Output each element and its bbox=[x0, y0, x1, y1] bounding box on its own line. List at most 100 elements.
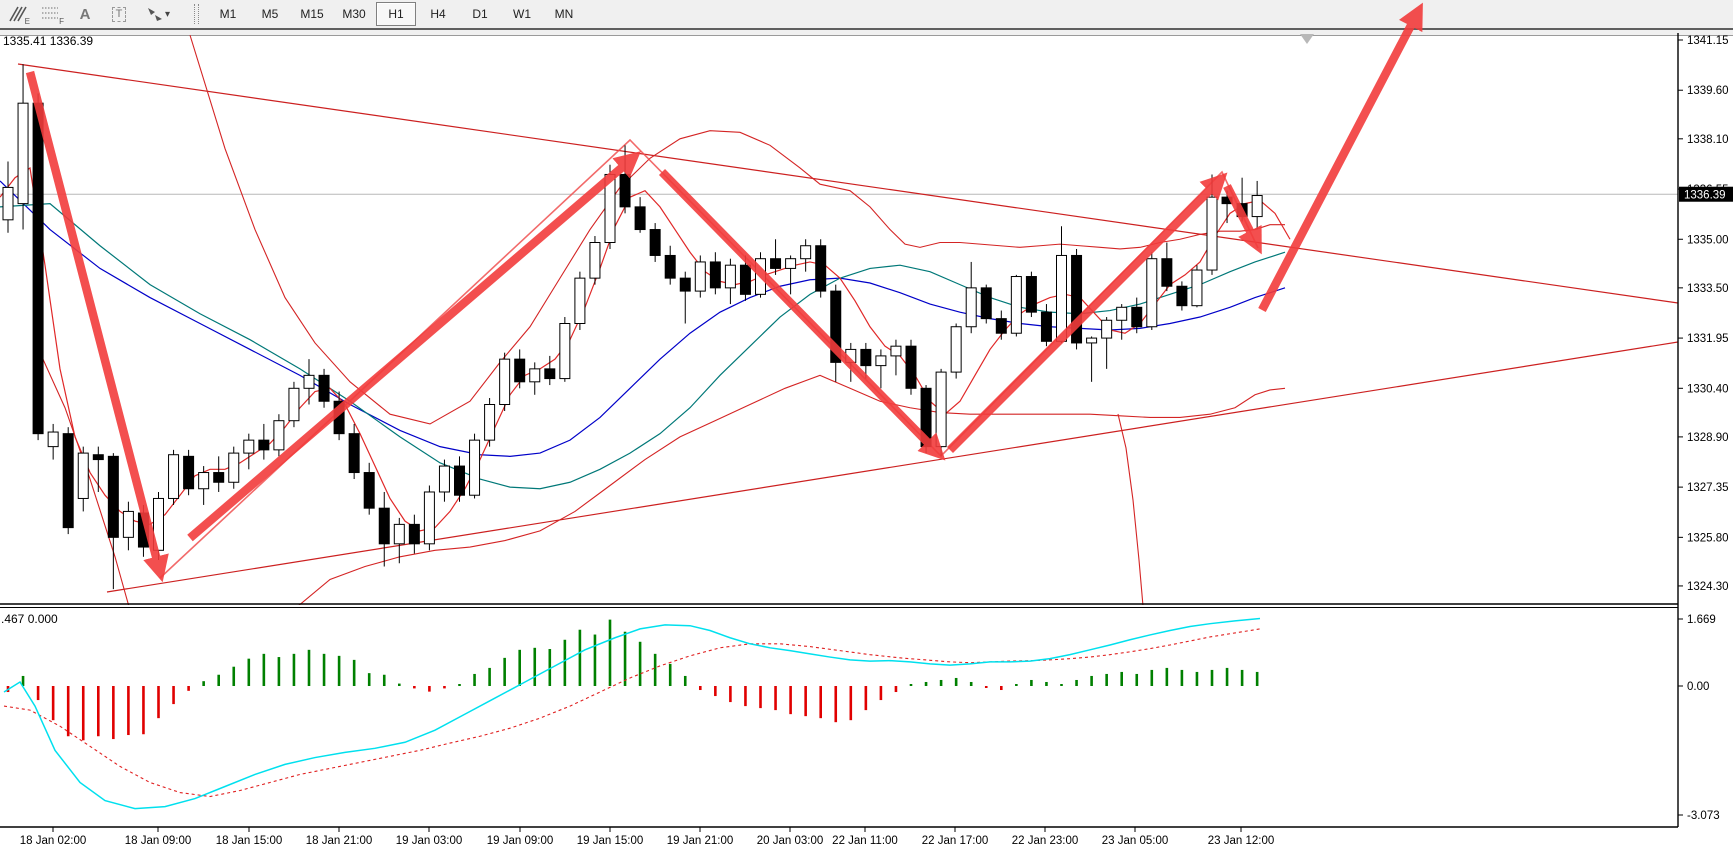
time-axis-label: 22 Jan 11:00 bbox=[832, 835, 898, 847]
arrow-objects-icon[interactable]: ▾ bbox=[138, 2, 178, 26]
candle-body bbox=[559, 323, 571, 380]
candle-body bbox=[213, 472, 225, 483]
main-chart-panel[interactable] bbox=[0, 34, 1678, 677]
candle-body bbox=[393, 523, 405, 545]
price-axis-label: 1341.15 bbox=[1687, 35, 1729, 47]
timeframe-button-m5[interactable]: M5 bbox=[261, 7, 279, 21]
timeframe-button-w1[interactable]: W1 bbox=[513, 7, 531, 21]
candle-body bbox=[589, 242, 601, 279]
candle-body bbox=[107, 455, 119, 538]
candle-body bbox=[228, 452, 240, 483]
candle-body bbox=[438, 465, 450, 493]
price-axis-label: 1327.35 bbox=[1687, 482, 1729, 494]
timeframe-button-m30[interactable]: M30 bbox=[342, 7, 366, 21]
current-price-tag bbox=[1679, 186, 1733, 202]
price-axis-label: 1333.50 bbox=[1687, 283, 1729, 295]
candle-body bbox=[122, 510, 134, 538]
candle-body bbox=[303, 374, 315, 389]
candle-body bbox=[1086, 337, 1098, 344]
ma-fast-red bbox=[0, 166, 1291, 532]
timeframe-button-mn[interactable]: MN bbox=[554, 7, 574, 21]
timeframe-button-h4[interactable]: H4 bbox=[430, 7, 446, 21]
indicator-axis[interactable]: 1.669 0.00 -3.073 bbox=[1678, 614, 1720, 822]
text-label-icon[interactable]: T bbox=[104, 2, 134, 26]
candle-body bbox=[1206, 196, 1218, 271]
candle-body bbox=[1191, 269, 1203, 307]
candle-body bbox=[1056, 254, 1067, 342]
time-axis-label: 22 Jan 23:00 bbox=[1012, 835, 1079, 847]
candle-body bbox=[1131, 306, 1143, 328]
current-price-tag-text: 1336.39 bbox=[1684, 190, 1726, 202]
timeframe-button-m15[interactable]: M15 bbox=[300, 7, 324, 21]
candle-body bbox=[1010, 276, 1022, 334]
candle-body bbox=[168, 454, 180, 499]
candle-body bbox=[755, 258, 766, 295]
candle-body bbox=[153, 497, 164, 551]
candle-body bbox=[724, 264, 736, 289]
ma-blue bbox=[0, 180, 1286, 457]
cycle-lines-icon[interactable]: E bbox=[2, 2, 32, 26]
candle-body bbox=[258, 439, 270, 451]
price-axis-label: 1338.10 bbox=[1687, 134, 1729, 146]
time-axis-label: 18 Jan 09:00 bbox=[125, 835, 192, 847]
time-axis-label: 18 Jan 02:00 bbox=[20, 835, 87, 847]
timeframe-button-h1[interactable]: H1 bbox=[376, 2, 416, 26]
time-axis[interactable]: 18 Jan 02:00 18 Jan 09:00 18 Jan 15:00 18 J… bbox=[20, 827, 1275, 847]
fibonacci-grid-icon[interactable]: F bbox=[36, 2, 66, 26]
candle-body bbox=[920, 387, 932, 448]
macd-histogram bbox=[6, 619, 1259, 741]
quote-ohlc-label: 1335.41 1336.39 bbox=[3, 34, 94, 48]
time-axis-label: 18 Jan 21:00 bbox=[306, 835, 373, 847]
timeframe-button-d1[interactable]: D1 bbox=[472, 7, 488, 21]
toolbar-bottom-edge bbox=[0, 28, 1733, 36]
candle-body bbox=[1025, 276, 1037, 313]
price-axis-label: 1325.80 bbox=[1687, 532, 1729, 544]
candle-body bbox=[62, 433, 74, 529]
price-axis-label: 1331.95 bbox=[1687, 333, 1729, 345]
candle-body bbox=[860, 348, 872, 367]
annotation-arrows[interactable] bbox=[25, 2, 1423, 583]
candle-body bbox=[965, 287, 977, 328]
candle-body bbox=[1071, 254, 1083, 344]
text-icon[interactable]: A bbox=[70, 2, 100, 26]
candle-body bbox=[709, 261, 721, 289]
chevron-down-icon[interactable]: ▾ bbox=[164, 8, 171, 20]
chart-frame bbox=[0, 33, 1679, 828]
candle-body bbox=[32, 102, 44, 435]
candle-body bbox=[649, 229, 661, 256]
candle-body bbox=[800, 245, 812, 260]
tool-letter: E bbox=[24, 17, 30, 26]
thick-arrow bbox=[1258, 2, 1423, 312]
price-axis-label: 1324.30 bbox=[1687, 581, 1729, 593]
candle-body bbox=[423, 491, 435, 545]
indicator-axis-label: 1.669 bbox=[1687, 614, 1716, 626]
time-axis-label: 19 Jan 03:00 bbox=[396, 835, 463, 847]
candle-body bbox=[499, 358, 511, 406]
candle-body bbox=[875, 355, 887, 367]
band-lower bbox=[298, 374, 1286, 605]
chart-toolbar: E F A T ▾ M1 M5 M15 M30 H1 H4 D1 W1 MN bbox=[0, 0, 1733, 28]
timeframe-button-m1[interactable]: M1 bbox=[219, 7, 237, 21]
candle-body bbox=[363, 472, 375, 509]
indicator-panel[interactable] bbox=[3, 617, 1261, 810]
candle-body bbox=[785, 258, 797, 269]
trendline bbox=[17, 63, 1678, 304]
price-axis-label: 1330.40 bbox=[1687, 383, 1729, 395]
candle-body bbox=[1116, 306, 1128, 321]
candle-body bbox=[348, 433, 360, 474]
candle-body bbox=[619, 173, 631, 208]
candle-body bbox=[1161, 258, 1173, 287]
candle-body bbox=[454, 465, 465, 496]
thick-arrow bbox=[25, 70, 169, 583]
candle-body bbox=[664, 254, 676, 279]
candle-body bbox=[830, 290, 842, 363]
tool-letter: T bbox=[111, 6, 127, 22]
candle-body bbox=[845, 348, 857, 363]
band-upper bbox=[189, 34, 1285, 425]
candle-body bbox=[333, 400, 345, 435]
price-axis[interactable]: 1341.15 1339.60 1338.10 1336.55 1335.00 1333.… bbox=[1678, 35, 1733, 593]
time-axis-label: 23 Jan 12:00 bbox=[1208, 835, 1275, 847]
candle-body bbox=[679, 277, 691, 292]
candle-body bbox=[77, 452, 89, 499]
